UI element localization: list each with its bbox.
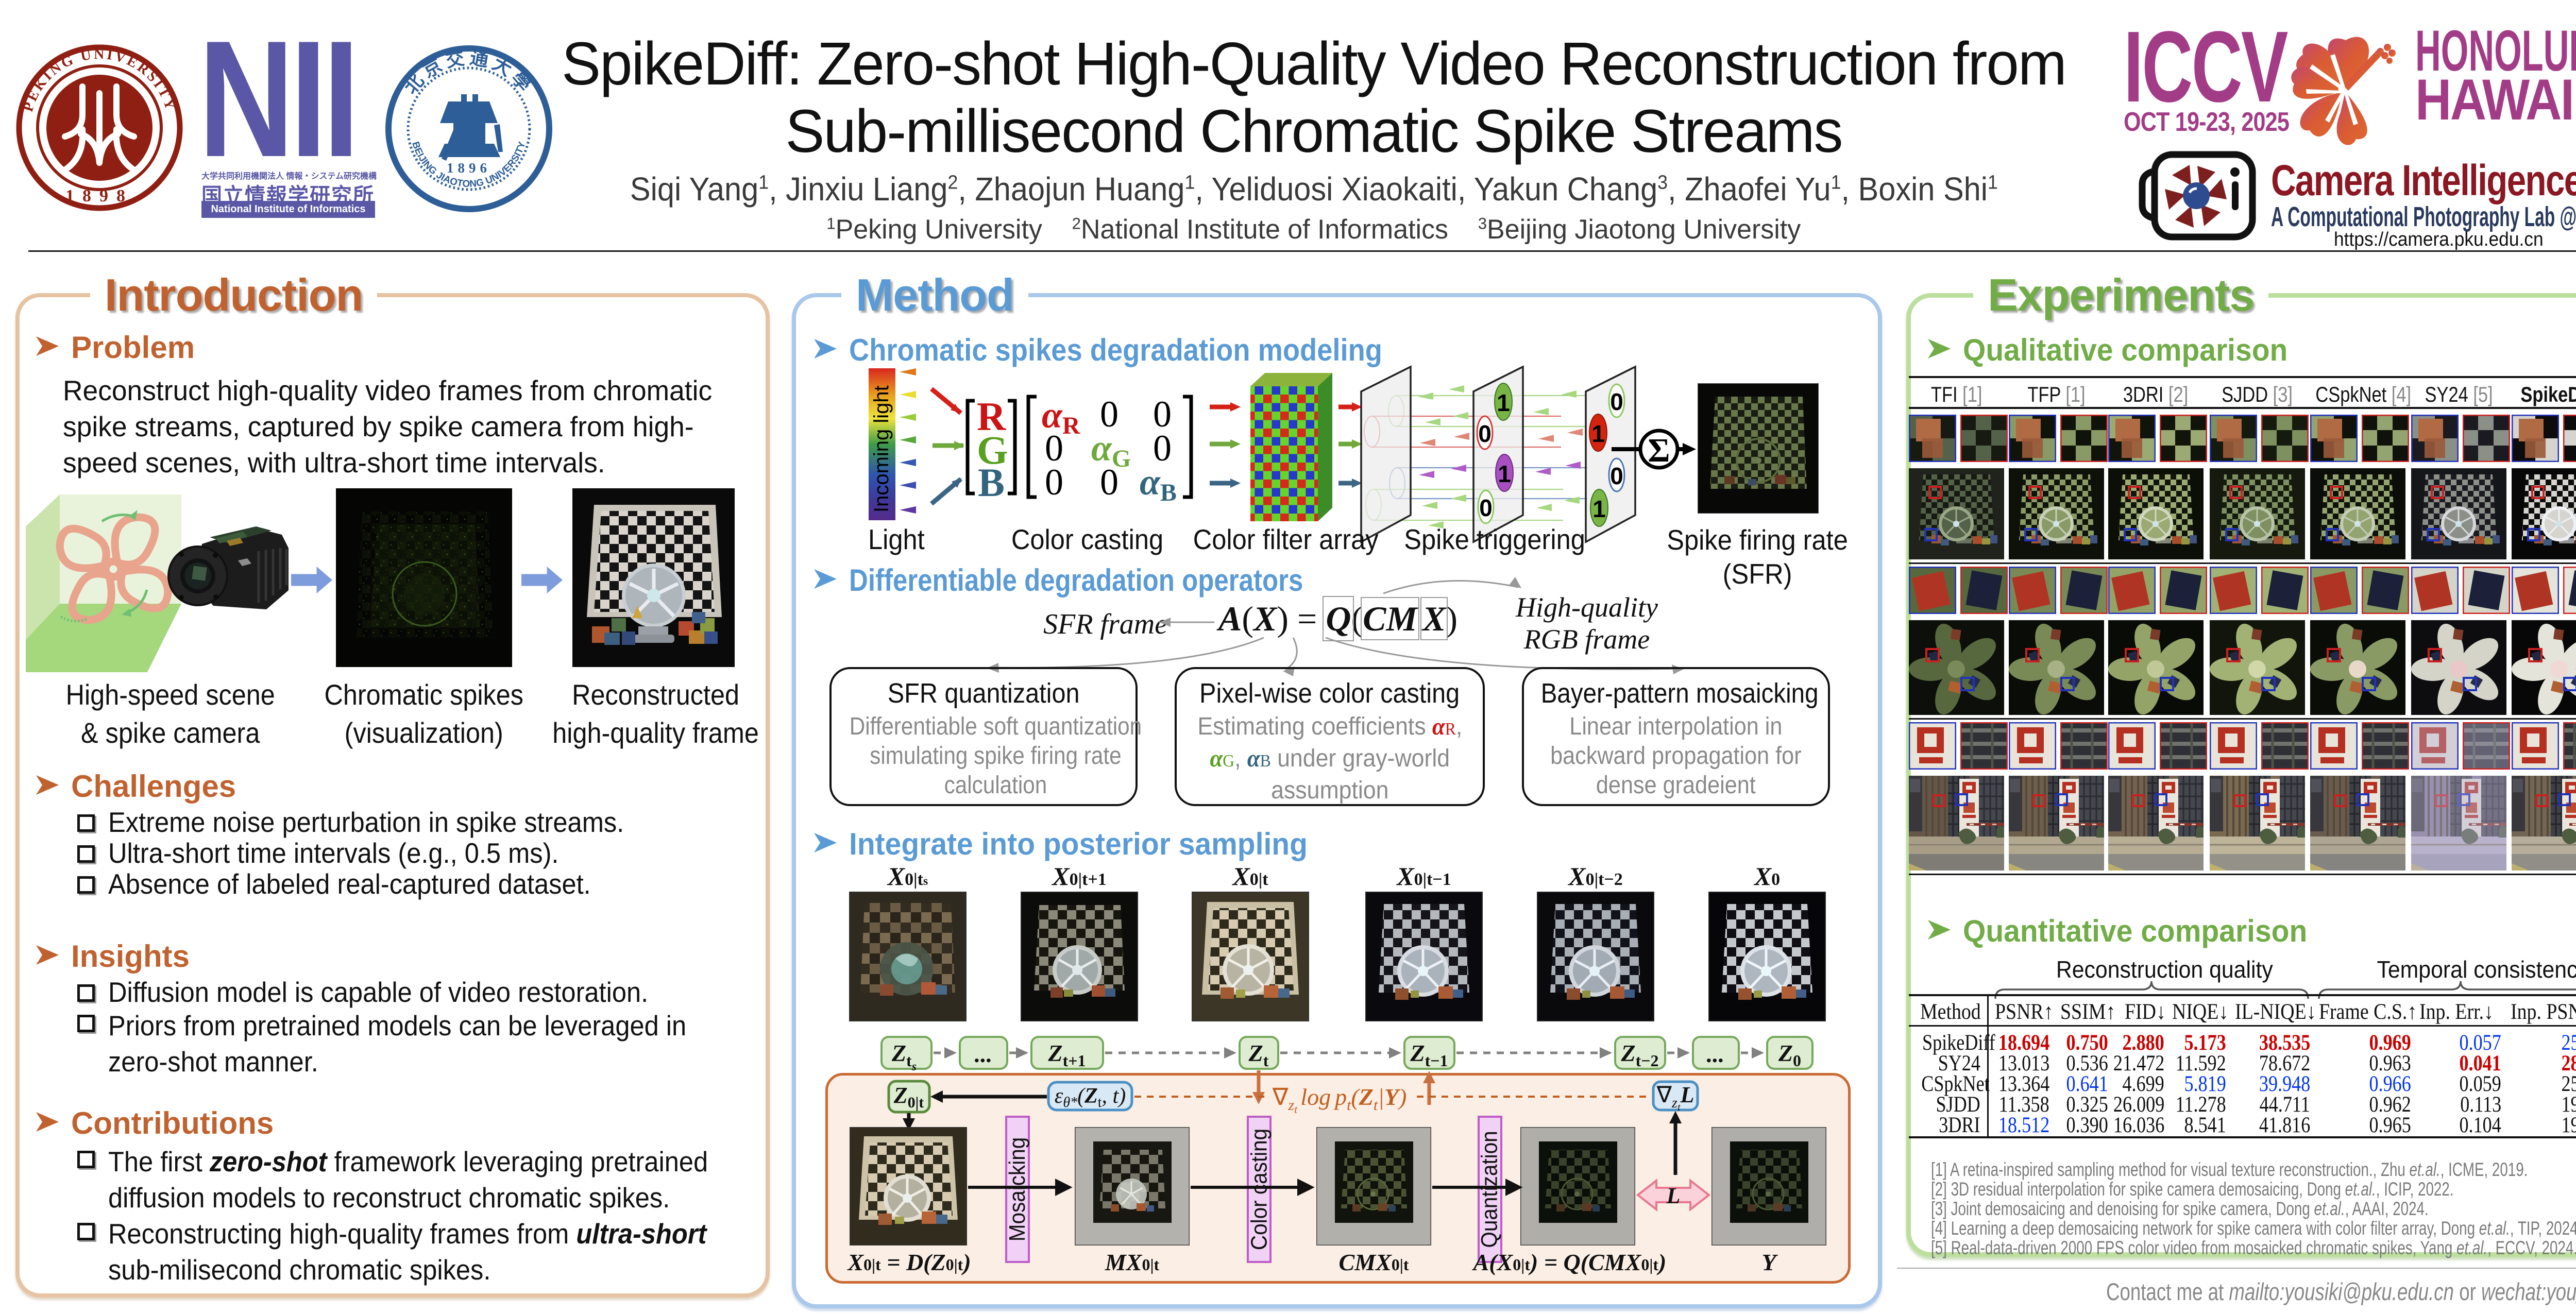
svg-text:0: 0 <box>1045 428 1063 469</box>
svg-text:...: ... <box>1707 1041 1725 1067</box>
svg-text:0: 0 <box>1610 463 1623 489</box>
svg-text:G: G <box>977 428 1008 472</box>
svg-text:0: 0 <box>1153 428 1172 469</box>
svg-text:αB: αB <box>1140 462 1177 506</box>
svg-text:Σ: Σ <box>1648 432 1670 469</box>
svg-text:0: 0 <box>1479 494 1493 521</box>
svg-text:B: B <box>978 460 1005 505</box>
svg-text:0: 0 <box>1045 462 1063 503</box>
svg-text:0: 0 <box>1153 394 1172 435</box>
svg-text:0: 0 <box>1610 388 1623 415</box>
svg-text:1896: 1896 <box>447 160 491 176</box>
svg-text:0: 0 <box>1100 462 1118 503</box>
svg-text:0: 0 <box>1100 394 1118 435</box>
svg-text:1: 1 <box>1592 496 1606 522</box>
svg-text:...: ... <box>975 1041 993 1067</box>
svg-text:L: L <box>1666 1183 1681 1208</box>
svg-text:1898: 1898 <box>65 186 133 206</box>
svg-text:1: 1 <box>1497 389 1510 416</box>
svg-text:Incoming light: Incoming light <box>870 385 893 513</box>
svg-text:1: 1 <box>1498 460 1511 487</box>
svg-text:1: 1 <box>1591 420 1605 447</box>
svg-text:R: R <box>977 394 1007 439</box>
svg-text:0: 0 <box>1478 420 1492 447</box>
